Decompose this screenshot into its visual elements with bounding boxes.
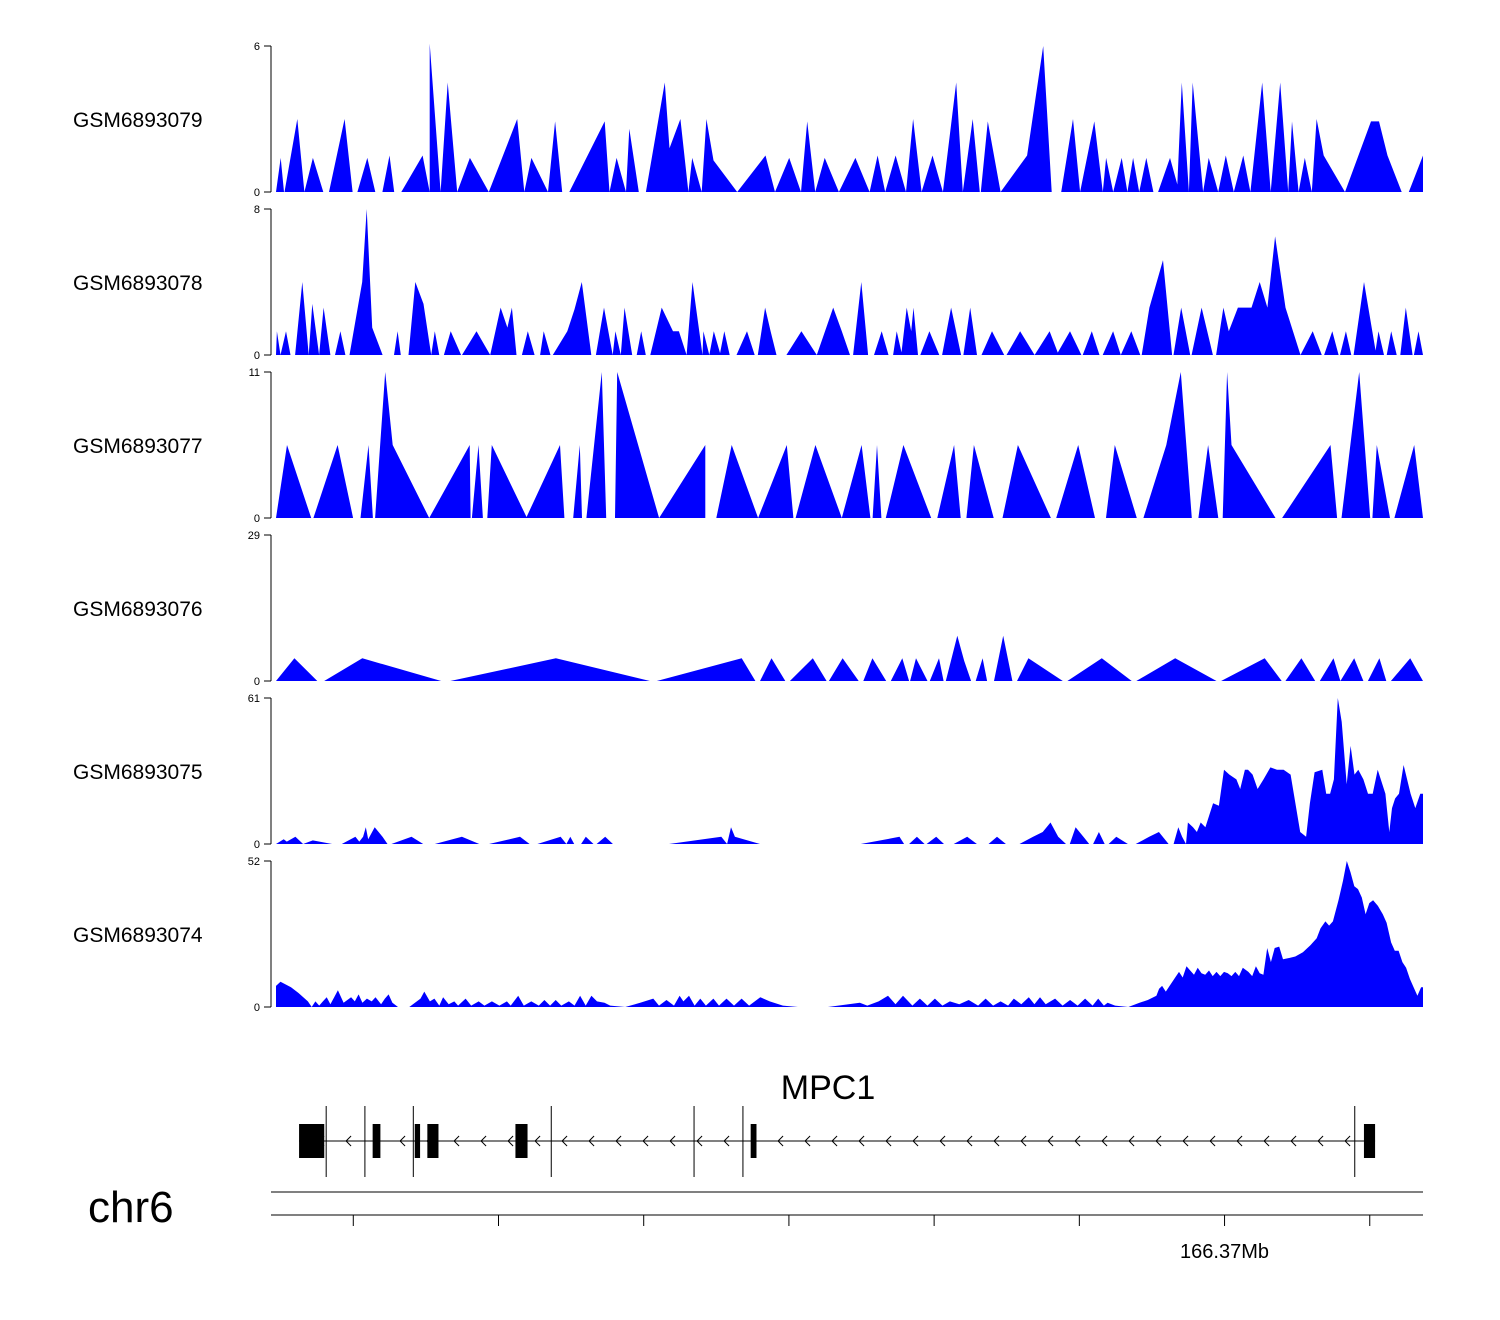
coverage-area bbox=[276, 43, 1423, 192]
coverage-tracks: GSM689307960GSM689307880GSM6893077110GSM… bbox=[73, 41, 1423, 1014]
track-ymin-label: 0 bbox=[254, 187, 260, 199]
strand-arrow bbox=[912, 1135, 919, 1147]
axis-tick-label: 166.37Mb bbox=[1180, 1241, 1269, 1263]
track-GSM6893078: GSM6893078 8 0 bbox=[73, 204, 1423, 362]
exon bbox=[515, 1124, 528, 1158]
track-ymax-label: 8 bbox=[254, 204, 260, 216]
strand-arrow bbox=[1128, 1135, 1135, 1147]
track-GSM6893077: GSM6893077 11 0 bbox=[73, 367, 1423, 525]
track-GSM6893075: GSM6893075 61 0 bbox=[73, 693, 1423, 851]
exon bbox=[750, 1124, 757, 1158]
strand-arrow bbox=[858, 1135, 865, 1147]
strand-arrow bbox=[1209, 1135, 1216, 1147]
track-ymax-label: 61 bbox=[248, 693, 260, 705]
strand-arrow bbox=[534, 1135, 541, 1147]
track-label: GSM6893079 bbox=[73, 109, 203, 132]
coverage-area bbox=[276, 372, 1423, 518]
strand-arrow bbox=[966, 1135, 973, 1147]
coverage-area bbox=[276, 861, 1423, 1007]
exon bbox=[1363, 1124, 1376, 1158]
track-label: GSM6893075 bbox=[73, 761, 203, 784]
track-ymax-label: 52 bbox=[248, 856, 260, 868]
strand-arrow bbox=[345, 1135, 352, 1147]
track-GSM6893079: GSM6893079 6 0 bbox=[73, 41, 1423, 199]
track-ymin-label: 0 bbox=[254, 839, 260, 851]
gene-track: MPC1 bbox=[299, 1069, 1376, 1177]
strand-arrow bbox=[831, 1135, 838, 1147]
strand-arrow bbox=[1047, 1135, 1054, 1147]
strand-arrow bbox=[399, 1135, 406, 1147]
track-ymax-label: 29 bbox=[248, 530, 260, 542]
track-ymax-label: 11 bbox=[249, 367, 260, 379]
track-ymax-label: 6 bbox=[254, 41, 260, 53]
strand-arrow bbox=[1020, 1135, 1027, 1147]
track-GSM6893074: GSM6893074 52 0 bbox=[73, 856, 1423, 1014]
coverage-area bbox=[276, 635, 1423, 681]
exon bbox=[427, 1124, 439, 1158]
strand-arrow bbox=[1182, 1135, 1189, 1147]
strand-arrow bbox=[1290, 1135, 1297, 1147]
track-ymin-label: 0 bbox=[254, 1002, 260, 1014]
strand-arrow bbox=[696, 1135, 703, 1147]
strand-arrow bbox=[1344, 1135, 1351, 1147]
strand-arrow bbox=[615, 1135, 622, 1147]
strand-arrow bbox=[1074, 1135, 1081, 1147]
strand-arrow bbox=[588, 1135, 595, 1147]
track-label: GSM6893078 bbox=[73, 272, 203, 295]
strand-arrow bbox=[1263, 1135, 1270, 1147]
exon bbox=[372, 1124, 381, 1158]
strand-arrow bbox=[939, 1135, 946, 1147]
strand-arrow bbox=[453, 1135, 460, 1147]
strand-arrow bbox=[669, 1135, 676, 1147]
strand-arrow bbox=[480, 1135, 487, 1147]
strand-arrow bbox=[885, 1135, 892, 1147]
strand-arrow bbox=[1317, 1135, 1324, 1147]
track-ymin-label: 0 bbox=[254, 350, 260, 362]
chromosome-label: chr6 bbox=[88, 1183, 174, 1232]
exon bbox=[299, 1124, 325, 1158]
strand-arrow bbox=[1236, 1135, 1243, 1147]
strand-arrow bbox=[777, 1135, 784, 1147]
track-GSM6893076: GSM6893076 29 0 bbox=[73, 530, 1423, 688]
coverage-area bbox=[276, 209, 1423, 355]
track-label: GSM6893076 bbox=[73, 598, 203, 621]
strand-arrow bbox=[1155, 1135, 1162, 1147]
strand-arrow bbox=[723, 1135, 730, 1147]
track-label: GSM6893074 bbox=[73, 924, 203, 947]
gene-name: MPC1 bbox=[781, 1069, 875, 1107]
track-label: GSM6893077 bbox=[73, 435, 203, 458]
genome-axis: 166.37Mb166.38Mb bbox=[271, 1191, 1423, 1263]
strand-arrow bbox=[507, 1135, 514, 1147]
coverage-area bbox=[276, 698, 1423, 844]
exon bbox=[414, 1124, 421, 1158]
strand-arrow bbox=[642, 1135, 649, 1147]
strand-arrow bbox=[804, 1135, 811, 1147]
strand-arrow bbox=[1101, 1135, 1108, 1147]
track-ymin-label: 0 bbox=[254, 513, 260, 525]
strand-arrow bbox=[561, 1135, 568, 1147]
strand-arrow bbox=[993, 1135, 1000, 1147]
track-ymin-label: 0 bbox=[254, 676, 260, 688]
